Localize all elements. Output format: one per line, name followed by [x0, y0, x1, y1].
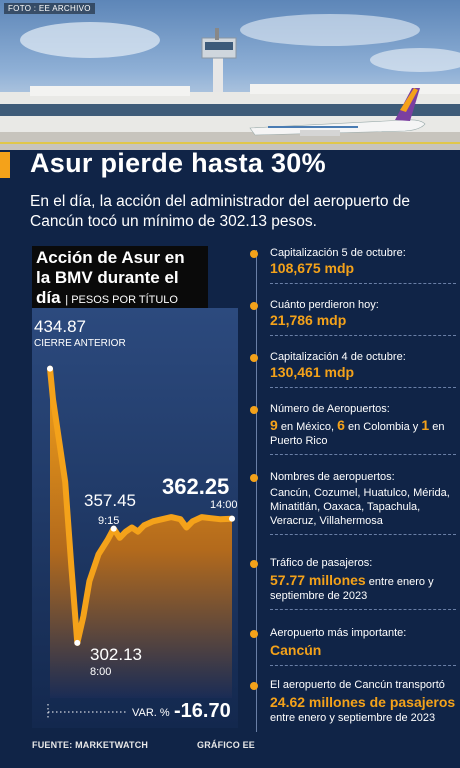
fact-label: Capitalización 5 de octubre:	[270, 247, 406, 259]
chart-unit-label: | PESOS POR TÍTULO	[65, 294, 178, 306]
stock-chart: 434.87 CIERRE ANTERIOR 357.45 9:15 302.1…	[32, 308, 238, 728]
marker-close-1400	[229, 515, 235, 522]
variation-label: VAR. %	[132, 707, 170, 719]
headline: Asur pierde hasta 30%	[30, 148, 326, 178]
fact-label: Cuánto perdieron hoy:	[270, 299, 379, 311]
count-text: en Colombia y	[344, 421, 422, 433]
bullet-dot	[250, 630, 258, 638]
chart-title-main: Acción de Asur en la BMV durante el día	[36, 248, 185, 307]
bullet-dot	[250, 354, 258, 362]
facts-timeline-line	[256, 250, 257, 732]
subheadline: En el día, la acción del administrador d…	[30, 193, 410, 230]
fact-text: entre enero y septiembre de 2023	[270, 576, 434, 602]
annotation-800-value: 302.13	[90, 645, 142, 664]
fact-value-line: 57.77 millones entre enero y septiembre …	[270, 572, 456, 603]
bullet-dot	[250, 250, 258, 258]
fact-separator	[270, 283, 456, 284]
fact-label: Nombres de aeropuertos:	[270, 471, 395, 483]
bullet-dot	[250, 406, 258, 414]
fact-value: Cancún	[270, 642, 322, 658]
annotation-800-label: 8:00	[90, 666, 111, 678]
airport-photo: FOTO : EE ARCHIVO	[0, 0, 460, 158]
annotation-1400-value: 362.25	[162, 474, 229, 499]
marker-915	[110, 525, 117, 532]
count-mexico: 9	[270, 417, 278, 433]
count-text: en Puerto Rico	[270, 421, 445, 447]
chart-title: Acción de Asur en la BMV durante el día …	[32, 246, 208, 312]
fact-value: 57.77 millones	[270, 572, 366, 588]
fact-capitalization-oct4: Capitalización 4 de octubre: 130,461 mdp	[250, 350, 456, 402]
count-text: en México,	[277, 421, 338, 433]
bullet-dot	[250, 682, 258, 690]
bullet-dot	[250, 560, 258, 568]
count-colombia: 6	[337, 417, 345, 433]
annotation-1400-label: 14:00	[210, 499, 238, 511]
price-area	[50, 368, 232, 698]
price-line	[47, 365, 235, 646]
fact-separator	[270, 665, 456, 666]
fact-main-airport: Aeropuerto más importante: Cancún	[250, 626, 456, 678]
marker-low-800	[74, 639, 81, 646]
annotation-915-value: 357.45	[84, 491, 136, 510]
facts-list: Capitalización 5 de octubre: 108,675 mdp…	[250, 246, 456, 725]
headline-accent-bar	[0, 152, 10, 178]
fact-separator	[270, 454, 456, 455]
fact-label: Capitalización 4 de octubre:	[270, 351, 406, 363]
fact-loss-today: Cuánto perdieron hoy: 21,786 mdp	[250, 298, 456, 350]
graphic-credit: GRÁFICO EE	[197, 740, 256, 750]
count-puerto-rico: 1	[421, 417, 430, 433]
fact-separator	[270, 609, 456, 610]
fact-number-of-airports: Número de Aeropuertos: 9 en México, 6 en…	[250, 402, 456, 470]
fact-label: Número de Aeropuertos:	[270, 403, 390, 415]
fact-value: 24.62 millones de pasajeros	[270, 694, 456, 710]
fact-value: 130,461 mdp	[270, 364, 355, 380]
fact-cancun-passengers: El aeropuerto de Cancún transportó 24.62…	[250, 678, 456, 725]
fact-separator	[270, 534, 456, 535]
fact-passenger-traffic: Tráfico de pasajeros: 57.77 millones ent…	[250, 556, 456, 626]
fact-value: 108,675 mdp	[270, 260, 355, 276]
fact-airport-counts: 9 en México, 6 en Colombia y 1 en Puerto…	[270, 418, 456, 448]
annotation-915-label: 9:15	[98, 515, 119, 527]
fact-label: El aeropuerto de Cancún transportó	[270, 679, 445, 691]
fact-text: entre enero y septiembre de 2023	[270, 712, 436, 724]
fact-label: Aeropuerto más importante:	[270, 627, 407, 639]
bullet-dot	[250, 302, 258, 310]
source-note: FUENTE: MARKETWATCH	[32, 740, 149, 750]
fact-separator	[270, 335, 456, 336]
variation-value: -16.70	[174, 700, 231, 722]
fact-airport-names: Nombres de aeropuertos: Cancún, Cozumel,…	[250, 470, 456, 556]
fact-capitalization-oct5: Capitalización 5 de octubre: 108,675 mdp	[250, 246, 456, 298]
fact-value: 21,786 mdp	[270, 312, 347, 328]
fact-text: Cancún, Cozumel, Huatulco, Mérida, Minat…	[270, 487, 450, 527]
bullet-dot	[250, 474, 258, 482]
fact-separator	[270, 387, 456, 388]
fact-value-line: 24.62 millones de pasajeros entre enero …	[270, 694, 456, 725]
annotation-previous-close-value: 434.87	[34, 317, 86, 336]
annotation-previous-close-label: CIERRE ANTERIOR	[34, 338, 126, 349]
stock-chart-svg: 434.87 CIERRE ANTERIOR 357.45 9:15 302.1…	[32, 308, 238, 728]
photo-credit: FOTO : EE ARCHIVO	[4, 3, 95, 14]
airport-illustration	[0, 14, 460, 158]
marker-previous-close	[47, 365, 53, 372]
fact-label: Tráfico de pasajeros:	[270, 557, 373, 569]
